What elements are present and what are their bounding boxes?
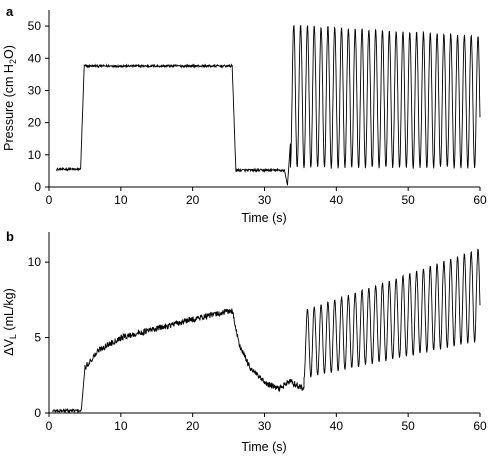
y-tick-label: 10 [28, 255, 42, 269]
y-tick-label: 5 [34, 331, 41, 345]
panel-b-y-title-tail: (mL/kg) [2, 288, 16, 334]
panel-b-label: b [6, 229, 14, 244]
panel-a-y-title-sub: 2 [8, 59, 18, 64]
y-tick-label: 30 [28, 83, 42, 97]
panel-b-volume-line [52, 248, 481, 414]
x-tick-label: 0 [46, 193, 53, 207]
x-tick-label: 0 [46, 419, 53, 433]
x-tick-label: 40 [330, 419, 344, 433]
panel-a-y-title: Pressure (cm H2O) [2, 45, 18, 151]
panel-a-x-title: Time (s) [241, 211, 286, 225]
x-tick-label: 10 [114, 193, 128, 207]
x-tick-label: 20 [186, 193, 200, 207]
x-tick-label: 10 [114, 419, 128, 433]
x-tick-label: 30 [258, 419, 272, 433]
panel-a: a 0 10 20 30 40 50 60 0 10 20 30 40 50 Time (s) Pre… [2, 4, 487, 225]
y-tick-label: 40 [28, 51, 42, 65]
y-tick-label: 10 [28, 148, 42, 162]
panel-a-y-ticks: 0 10 20 30 40 50 [28, 19, 49, 194]
panel-b-x-title: Time (s) [241, 440, 286, 454]
panel-a-y-title-tail: O) [2, 45, 16, 59]
x-tick-label: 50 [401, 419, 415, 433]
panel-b-x-ticks: 0 10 20 30 40 50 60 [46, 413, 487, 433]
x-tick-label: 60 [473, 419, 487, 433]
panel-a-pressure-line [56, 24, 481, 186]
x-tick-label: 20 [186, 419, 200, 433]
y-tick-label: 50 [28, 19, 42, 33]
y-tick-label: 0 [34, 406, 41, 420]
x-tick-label: 50 [401, 193, 415, 207]
panel-b-y-ticks: 0 5 10 [28, 255, 49, 420]
x-tick-label: 60 [473, 193, 487, 207]
panel-b-y-title-sub: L [8, 334, 18, 339]
panel-a-x-ticks: 0 10 20 30 40 50 60 [46, 187, 487, 207]
y-tick-label: 20 [28, 116, 42, 130]
x-tick-label: 30 [258, 193, 272, 207]
y-tick-label: 0 [34, 180, 41, 194]
panel-b: b 0 10 20 30 40 50 60 0 5 10 Time (s) ΔVL (mL/kg… [2, 229, 487, 454]
panel-b-y-title: ΔVL (mL/kg) [2, 288, 18, 356]
panel-a-label: a [6, 4, 14, 19]
x-tick-label: 40 [330, 193, 344, 207]
panel-a-y-title-main: Pressure (cm H [2, 64, 16, 151]
panel-b-y-title-main: ΔV [2, 338, 16, 355]
